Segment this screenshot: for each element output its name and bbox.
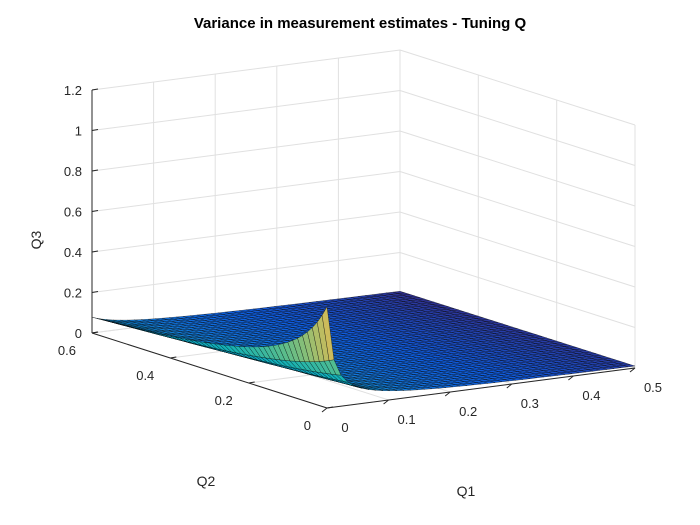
x-tick-mark [506,383,513,389]
grid-line [399,49,636,126]
z-tick-mark [91,250,99,253]
grid-line [91,130,401,172]
grid-line [91,211,401,253]
z-tick-mark [91,291,99,293]
z-tick-mark [91,129,99,131]
z-tick-label: 1 [75,124,82,139]
x-tick-label: 0.5 [644,380,662,395]
z-tick-mark [91,88,99,91]
y-tick-label: 0 [304,418,311,433]
z-tick-mark [91,210,99,212]
x-tick-label: 0.1 [398,412,416,427]
y-tick-mark [326,406,334,409]
grid-line [91,252,401,293]
grid-line [91,171,401,212]
z-tick-label: 0.8 [64,164,82,179]
z-tick-label: 0.6 [64,205,82,220]
grid-line [91,90,401,131]
z-axis-label: Q3 [28,230,44,249]
grid-line [399,130,636,207]
z-tick-label: 0 [75,326,82,341]
z-tick-mark [91,169,99,172]
y-tick-label: 0.2 [215,393,233,408]
y-tick-mark [91,331,99,334]
x-tick-mark [444,391,451,397]
surface-patch [321,306,335,361]
y-tick-label: 0.6 [58,343,76,358]
grid-line [399,90,636,166]
x-tick-label: 0.3 [521,396,539,411]
z-tick-label: 0.4 [64,245,82,260]
y-axis-label: Q2 [197,473,216,489]
x-axis-line [326,367,636,409]
grid-line [399,211,636,288]
grid-line [91,49,401,91]
y-tick-mark [170,356,177,359]
x-tick-label: 0.4 [582,388,600,403]
x-axis-ticks: 0 0.1 0.2 0.3 0.4 0.5 [321,367,662,435]
x-tick-mark [568,375,574,381]
z-tick-label: 1.2 [64,83,82,98]
z-tick-label: 0.2 [64,286,82,301]
x-tick-label: 0.2 [459,404,477,419]
y-axis-ticks: 0 0.2 0.4 0.6 [58,331,334,433]
y-axis-line [91,332,328,409]
chart-title: Variance in measurement estimates - Tuni… [194,15,527,32]
z-axis-ticks: 0 0.2 0.4 0.6 0.8 1 1.2 [64,83,99,341]
x-axis-label: Q1 [457,483,476,499]
y-tick-label: 0.4 [136,368,154,383]
x-tick-mark [629,367,636,373]
grid-line [399,171,636,247]
x-tick-label: 0 [341,420,348,435]
surface-plot [91,291,636,391]
x-tick-mark [383,399,389,405]
y-tick-mark [248,381,255,384]
grid-line [399,252,636,328]
x-tick-mark [321,407,328,413]
